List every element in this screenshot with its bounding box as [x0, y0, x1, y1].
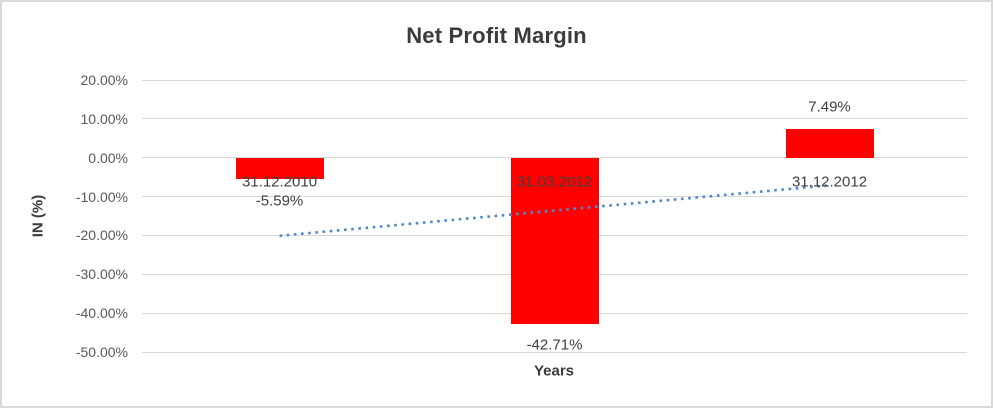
y-tick-label: -30.00%	[75, 266, 128, 283]
y-tick-label: -10.00%	[75, 188, 128, 205]
category-label: 31.12.2012	[791, 173, 868, 191]
plot-area: 31.12.2010 -5.59% 31.03.2012 -42.71% 31.12.2…	[142, 79, 967, 354]
bar-31.12.2010	[235, 157, 324, 180]
gridline	[142, 118, 967, 120]
bar-31.12.2012	[785, 128, 874, 158]
x-axis-title: Years	[533, 362, 575, 380]
trendline	[279, 184, 830, 238]
y-tick-label: 20.00%	[80, 72, 128, 88]
y-tick-label: -40.00%	[75, 305, 128, 322]
category-label: 31.03.2012	[516, 173, 593, 191]
bar-31.03.2012	[510, 157, 599, 324]
y-tick-label: -50.00%	[75, 344, 128, 360]
y-tick-label: 0.00%	[88, 149, 128, 166]
gridline	[142, 79, 967, 81]
data-label: -42.71%	[526, 336, 583, 354]
chart-title: Net Profit Margin	[406, 23, 587, 48]
y-tick-label: 10.00%	[80, 110, 128, 127]
category-label: 31.12.2010	[241, 173, 318, 191]
data-label: -5.59%	[255, 192, 304, 210]
gridline	[142, 351, 967, 353]
y-tick-label: -20.00%	[75, 227, 128, 244]
data-label: 7.49%	[808, 98, 851, 116]
